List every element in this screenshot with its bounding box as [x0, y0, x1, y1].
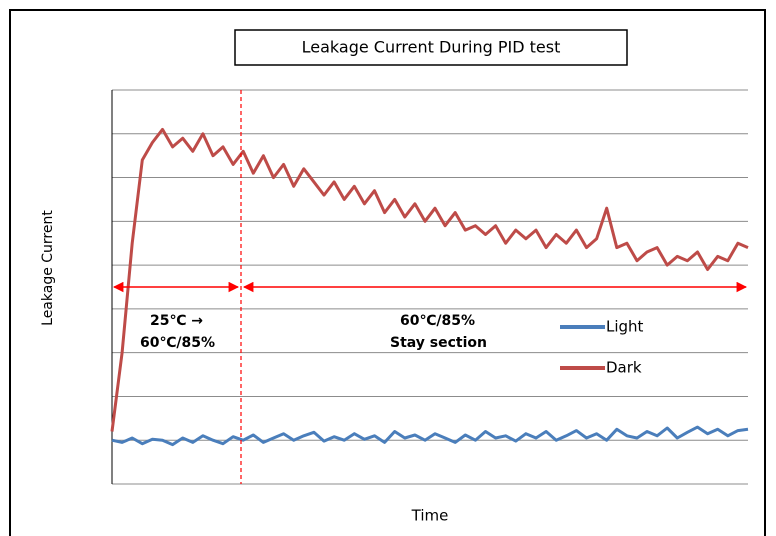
- annotation: 60℃/85%: [140, 335, 215, 351]
- frame: [9, 9, 766, 536]
- legend-label: Dark: [606, 359, 642, 377]
- series-line: [110, 127, 749, 432]
- legend-label: Light: [606, 318, 644, 336]
- title-box: [234, 29, 628, 66]
- annotation: 25℃ →: [150, 313, 203, 329]
- legend: Light Dark: [560, 318, 644, 377]
- chart-title: Leakage Current During PID test: [302, 38, 561, 57]
- y-axis-label: Leakage Current: [40, 210, 56, 326]
- annotation: Stay section: [390, 335, 487, 351]
- grid: [112, 89, 748, 485]
- series: [110, 127, 749, 447]
- x-axis-label: Time: [411, 507, 449, 525]
- series-line: [111, 425, 749, 447]
- annotation: 60℃/85%: [400, 313, 475, 329]
